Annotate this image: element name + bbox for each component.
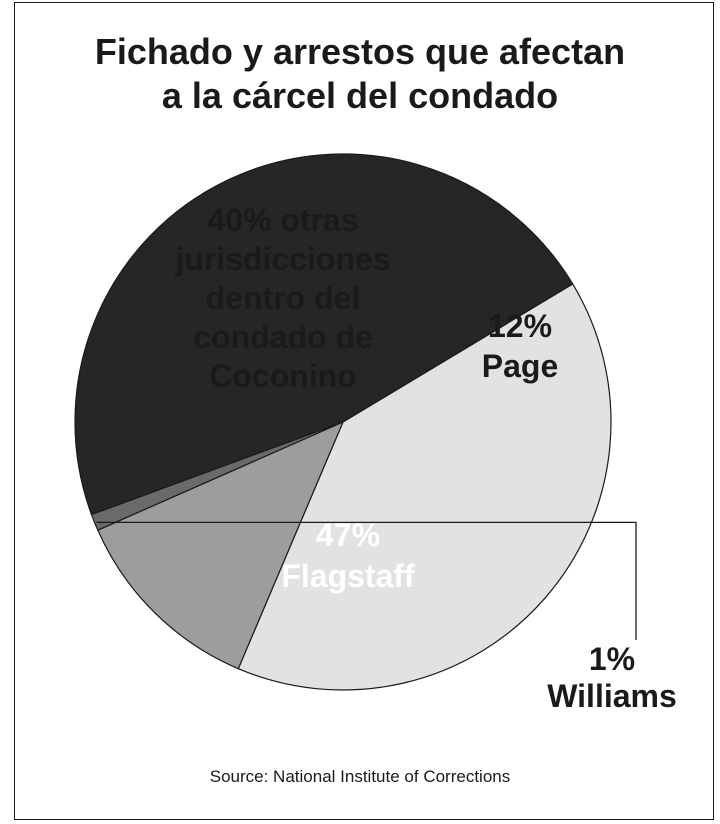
slice-percent-label: 40% otras — [207, 202, 358, 238]
slice-name-label: Page — [482, 348, 558, 384]
pie-slice-page — [96, 420, 345, 670]
chart-title-line-2: a la cárcel del condado — [161, 75, 559, 116]
pie-slice-flagstaff — [74, 153, 574, 516]
slice-name-label: dentro del — [206, 280, 361, 316]
slice-name-label: jurisdicciones — [174, 241, 390, 277]
slice-label-page: 12% Page — [482, 308, 558, 384]
slice-label-other-jurisdictions: 40% otras jurisdicciones dentro del condado… — [174, 202, 390, 394]
chart-title: Fichado y arrestos que afectan a la cárc… — [0, 30, 720, 118]
slice-label-williams: 1% Williams — [547, 641, 677, 714]
source-note: Source: National Institute of Correction… — [209, 767, 511, 786]
slice-name-label: Coconino — [209, 358, 357, 394]
slice-percent-label: 12% — [488, 308, 552, 344]
slice-name-label: Williams — [547, 678, 677, 714]
leader-line-williams — [96, 521, 637, 640]
slice-percent-label: 47% — [316, 517, 380, 553]
slice-percent-label: 1% — [589, 641, 635, 677]
chart-title-line-1: Fichado y arrestos que afectan — [94, 31, 626, 72]
slice-label-flagstaff: 47% Flagstaff — [281, 517, 415, 594]
pie-slice-other-jurisdictions — [237, 283, 612, 691]
slice-name-label: condado de — [193, 319, 373, 355]
slice-name-label: Flagstaff — [281, 558, 415, 594]
